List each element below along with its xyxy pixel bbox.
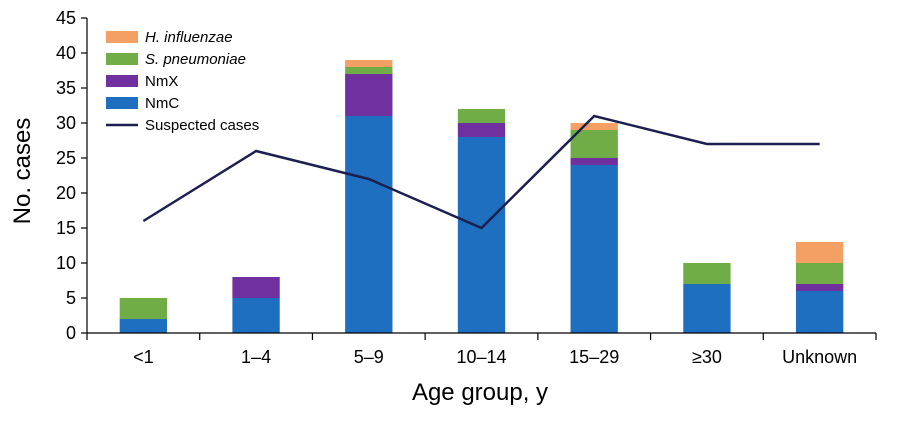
bar-h-influenzae-4 [570, 123, 618, 130]
y-tick-label: 35 [56, 78, 76, 98]
bar-h-influenzae-2 [345, 60, 393, 67]
x-tick-label: <1 [133, 347, 154, 367]
legend-swatch-s-pneumoniae [106, 53, 138, 65]
legend: H. influenzae S. pneumoniae NmX NmC Suspecte… [106, 29, 259, 134]
legend-swatch-nmx [106, 75, 138, 87]
bar-nmc-3 [457, 137, 506, 333]
bar-nmc-2 [345, 116, 393, 333]
legend-label-s-pneumoniae: S. pneumoniae [145, 51, 246, 68]
bar-nmc-4 [570, 165, 618, 333]
legend-label-nmx: NmX [145, 73, 178, 90]
bar-s-pneumoniae-2 [345, 67, 393, 74]
y-tick-label: 20 [56, 183, 76, 203]
legend-label-nmc: NmC [145, 95, 179, 112]
y-tick-label: 5 [66, 288, 76, 308]
y-tick-label: 15 [56, 218, 76, 238]
x-tick-label: 5–9 [354, 347, 384, 367]
bar-nmc-0 [119, 319, 168, 333]
y-tick-label: 45 [56, 8, 76, 28]
bar-nmx-2 [345, 74, 393, 116]
bar-s-pneumoniae-3 [457, 109, 506, 123]
bar-s-pneumoniae-6 [795, 263, 844, 284]
bar-nmx-4 [570, 158, 618, 165]
bar-s-pneumoniae-0 [119, 298, 168, 319]
legend-swatch-h-influenzae [106, 31, 138, 43]
y-axis-title: No. cases [9, 118, 36, 225]
y-tick-label: 40 [56, 43, 76, 63]
x-tick-label: ≥30 [692, 347, 722, 367]
y-tick-label: 25 [56, 148, 76, 168]
legend-swatch-nmc [106, 97, 138, 109]
bar-nmc-6 [795, 291, 844, 333]
bar-nmc-5 [683, 284, 731, 333]
x-axis-title: Age group, y [412, 379, 548, 406]
x-tick-label: 1–4 [241, 347, 271, 367]
x-tick-label: Unknown [782, 347, 857, 367]
bar-nmx-1 [232, 277, 280, 298]
x-tick-label: 15–29 [569, 347, 619, 367]
legend-label-h-influenzae: H. influenzae [145, 29, 233, 46]
y-tick-label: 10 [56, 253, 76, 273]
bar-nmx-6 [795, 284, 844, 291]
bars-layer [119, 60, 844, 333]
bar-s-pneumoniae-5 [683, 263, 731, 284]
y-tick-label: 0 [66, 323, 76, 343]
suspected-cases-line [142, 114, 820, 230]
bar-nmc-1 [232, 298, 280, 333]
legend-label-suspected-cases: Suspected cases [145, 117, 259, 134]
y-tick-label: 30 [56, 113, 76, 133]
bar-nmx-3 [457, 123, 506, 137]
bar-s-pneumoniae-4 [570, 130, 618, 158]
line-layer [142, 114, 820, 230]
axes: 0 5 10 15 20 25 30 35 40 45 <1 1–4 5–9 10–14 15–29 ≥30 U… [56, 8, 877, 367]
bar-h-influenzae-6 [795, 242, 844, 263]
x-tick-label: 10–14 [456, 347, 506, 367]
